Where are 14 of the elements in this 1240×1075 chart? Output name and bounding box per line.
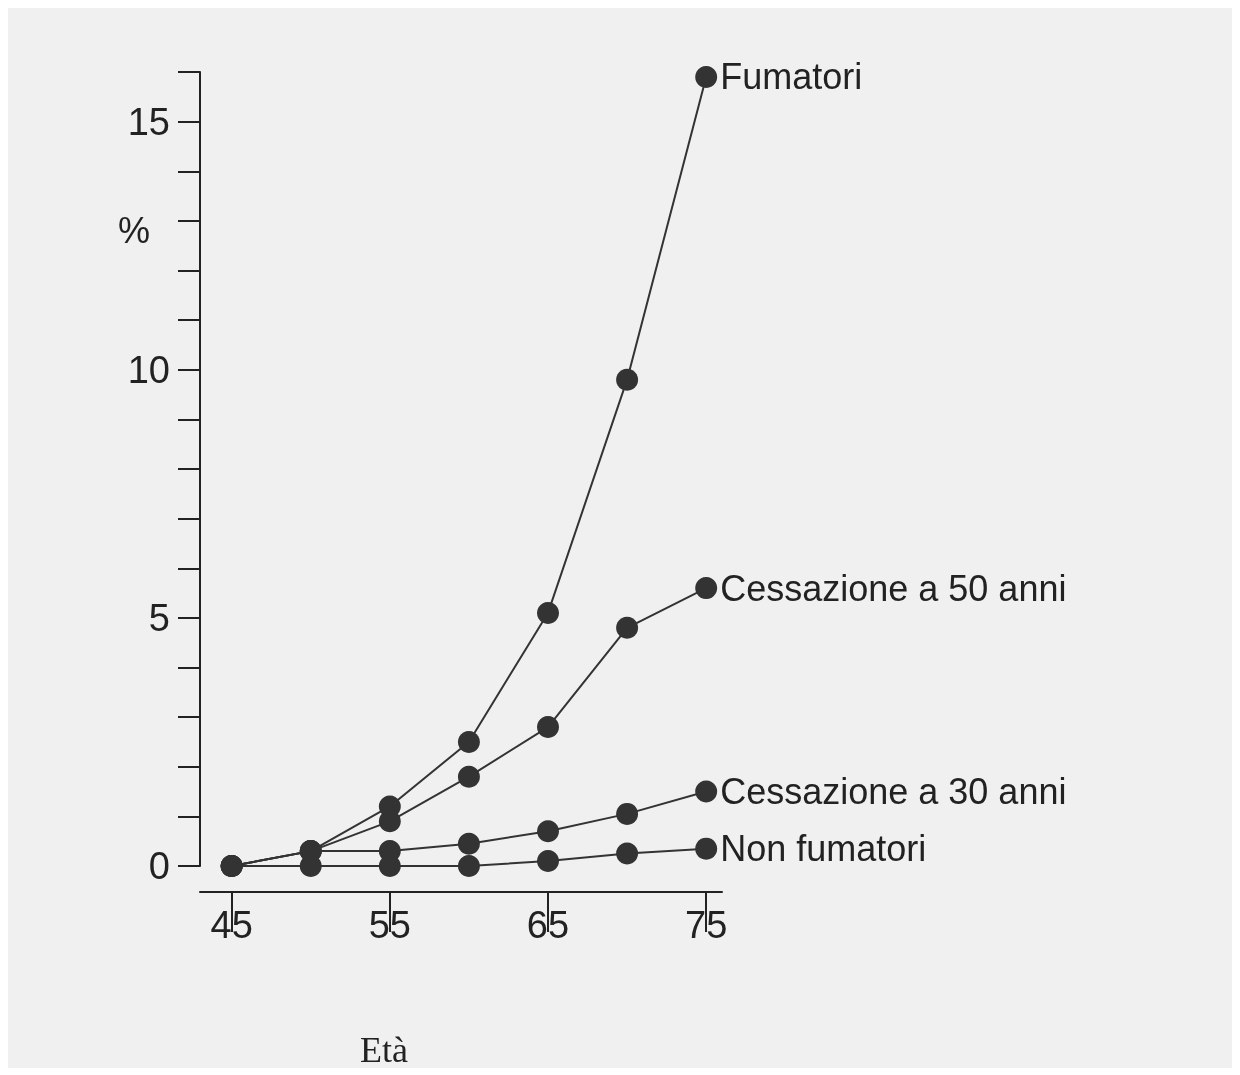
x-tick-label: 55	[368, 904, 411, 946]
x-tick-label: 75	[685, 904, 728, 946]
series-label: Cessazione a 50 anni	[720, 567, 1067, 609]
series-label: Non fumatori	[720, 828, 927, 870]
y-axis-title: %	[117, 209, 150, 251]
y-tick-label: 5	[148, 596, 170, 639]
y-tick-label: 0	[148, 845, 170, 887]
x-tick-label: 45	[210, 904, 253, 946]
series-label: Fumatori	[720, 56, 863, 98]
y-tick-label: 15	[127, 100, 170, 143]
series-label: Cessazione a 30 anni	[720, 771, 1067, 813]
x-tick-label: 65	[526, 904, 570, 946]
x-axis-title: Età	[360, 1030, 408, 1070]
y-tick-label: 10	[127, 348, 170, 391]
